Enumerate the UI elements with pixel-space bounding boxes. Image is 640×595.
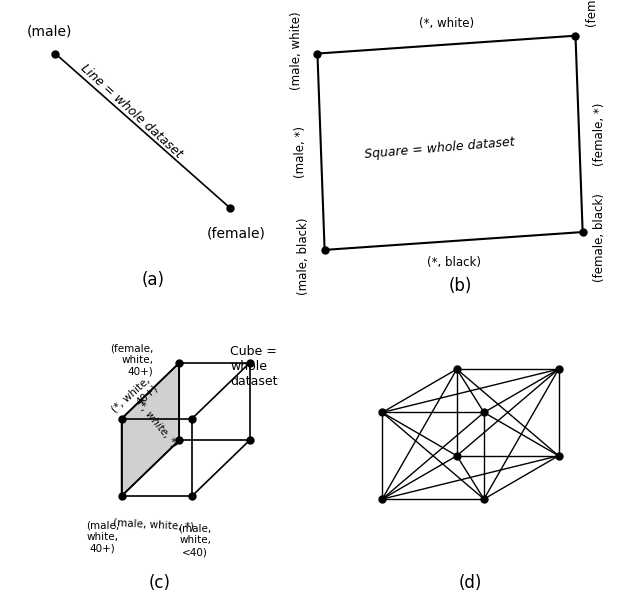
Text: (male): (male) (26, 24, 72, 39)
Text: (male, white, *): (male, white, *) (113, 518, 195, 532)
Text: (*, white,
40+): (*, white, 40+) (110, 374, 160, 422)
Text: (female, white): (female, white) (586, 0, 599, 27)
Text: (male, black): (male, black) (297, 217, 310, 295)
Text: (female): (female) (207, 226, 266, 240)
Polygon shape (122, 363, 179, 496)
Text: Line = whole dataset: Line = whole dataset (79, 62, 186, 161)
Text: (female, *): (female, *) (593, 102, 607, 165)
Text: (female, black): (female, black) (593, 193, 607, 283)
Text: (d): (d) (459, 574, 482, 592)
Text: (male, *): (male, *) (294, 126, 307, 178)
Text: (b): (b) (449, 277, 472, 295)
Text: (c): (c) (149, 574, 171, 592)
Text: (a): (a) (142, 271, 165, 289)
Text: Square = whole dataset: Square = whole dataset (364, 136, 515, 161)
Text: (female,
white,
40+): (female, white, 40+) (110, 343, 154, 377)
Text: (male, white): (male, white) (290, 11, 303, 90)
Text: Cube =
whole
dataset: Cube = whole dataset (230, 345, 278, 387)
Text: (*, black): (*, black) (427, 256, 481, 269)
Text: (male,
white,
<40): (male, white, <40) (179, 524, 212, 557)
Text: (*, white): (*, white) (419, 17, 474, 30)
Text: (*, white, *): (*, white, *) (134, 397, 180, 449)
Text: (male,
white,
40+): (male, white, 40+) (86, 521, 119, 554)
